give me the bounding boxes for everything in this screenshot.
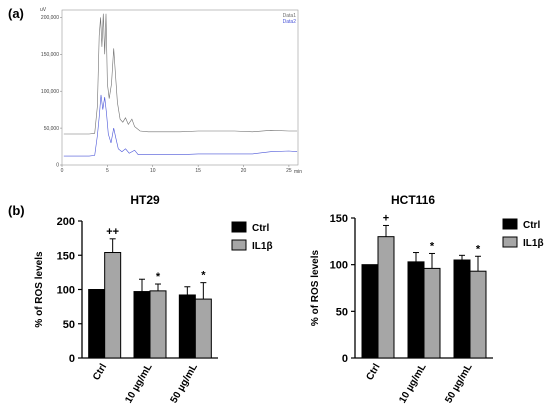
chromatogram-x-unit: min	[294, 169, 302, 175]
ht29-legend-swatch-il1b	[231, 239, 247, 251]
ht29-y-axis-label: % of ROS levels	[34, 251, 45, 328]
ht29-y-tick-label: 200	[57, 216, 75, 228]
hct116-y-tick-label: 100	[330, 260, 348, 272]
hct116-significance-mark: *	[476, 243, 481, 255]
ht29-significance-mark: *	[156, 271, 161, 283]
chromatogram-y-tick-label: 100,000	[41, 89, 59, 95]
hct116-x-tick-label: 10 µg/mL	[397, 362, 428, 405]
chromatogram-legend-data1: Data1	[283, 13, 297, 19]
hct116-bar-il1b	[377, 236, 395, 359]
hct116-y-tick-label: 0	[342, 353, 348, 365]
chromatogram-x-tick-label: 10	[150, 168, 156, 174]
ht29-significance-mark: *	[201, 270, 206, 282]
hct116-bar-il1b	[469, 270, 487, 359]
hct116-x-tick-label: 50 µg/mL	[443, 362, 474, 405]
ht29-bar-il1b	[104, 252, 122, 359]
ht29-y-tick-label: 50	[63, 319, 75, 331]
ht29-bar-ctrl	[133, 291, 151, 359]
chromatogram-y-tick-label: 50,000	[44, 126, 60, 132]
chromatogram-y-tick-label: 200,000	[41, 15, 59, 21]
ht29-legend-swatch-ctrl	[231, 221, 247, 233]
hct116-legend-label-ctrl: Ctrl	[523, 220, 540, 231]
ht29-bar-ctrl	[178, 294, 196, 359]
ht29-chart-title: HT29	[130, 193, 160, 207]
hct116-chart-title: HCT116	[391, 193, 435, 207]
hct116-legend-swatch-ctrl	[502, 218, 518, 230]
hct116-legend-label-il1b: IL1β	[523, 238, 544, 249]
hct116-significance-mark: +	[383, 212, 389, 224]
hct116-y-axis-label: % of ROS levels	[310, 249, 321, 326]
ht29-bar-il1b	[149, 290, 167, 359]
ht29-y-tick-label: 150	[57, 250, 75, 262]
chromatogram-x-tick-label: 25	[286, 168, 292, 174]
chromatogram-legend-data2: Data2	[283, 19, 297, 25]
chromatogram-x-tick-label: 15	[195, 168, 201, 174]
hct116-y-tick-label: 150	[330, 213, 348, 225]
chromatogram-x-tick-label: 20	[241, 168, 247, 174]
hct116-bar-ctrl	[453, 259, 471, 359]
ht29-legend-label-ctrl: Ctrl	[252, 223, 269, 234]
ht29-bar-il1b	[194, 298, 212, 359]
ht29-x-tick-label: 10 µg/mL	[123, 362, 154, 405]
hct116-legend-swatch-il1b	[502, 236, 518, 248]
hct116-bar-il1b	[423, 267, 441, 359]
ht29-significance-mark: ++	[106, 226, 119, 238]
panel-label-a: (a)	[8, 6, 24, 21]
ht29-x-tick-label: 50 µg/mL	[169, 362, 200, 405]
chromatogram-frame	[61, 9, 299, 166]
chromatogram-y-tick-label: 150,000	[41, 52, 59, 58]
hct116-bar-ctrl	[361, 264, 379, 359]
chromatogram-x-tick-label: 5	[106, 168, 109, 174]
hct116-y-tick-label: 50	[336, 306, 348, 318]
chromatogram-trace-data2	[63, 94, 298, 157]
hct116-bar-ctrl	[407, 261, 425, 359]
panel-label-b: (b)	[8, 203, 25, 218]
hct116-x-tick-label: Ctrl	[364, 362, 382, 383]
ht29-bar-ctrl	[88, 289, 106, 359]
chromatogram-y-tick-label: 0	[56, 163, 59, 169]
ht29-y-tick-label: 0	[69, 353, 75, 365]
chromatogram-y-unit: uV	[40, 7, 47, 13]
hct116-significance-mark: *	[430, 240, 435, 252]
ht29-legend-label-il1b: IL1β	[252, 241, 273, 252]
chromatogram-x-tick-label: 0	[61, 168, 64, 174]
chromatogram-trace-data1	[63, 13, 298, 135]
ht29-x-tick-label: Ctrl	[91, 362, 109, 383]
ht29-y-tick-label: 100	[57, 285, 75, 297]
